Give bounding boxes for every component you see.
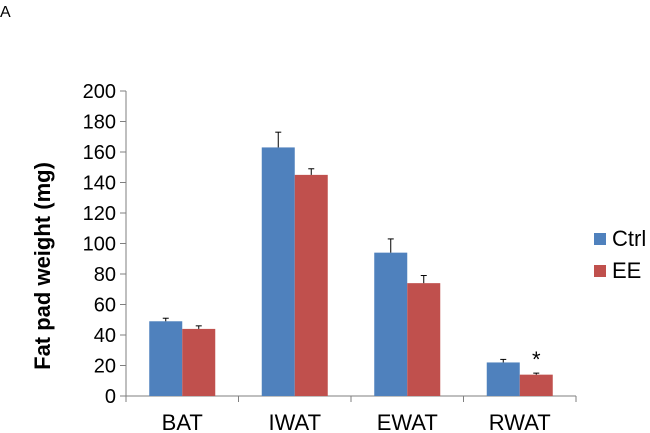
y-tick-label: 60 — [94, 295, 116, 317]
panel-label: A — [0, 4, 11, 21]
legend-label-ee: EE — [612, 258, 641, 283]
x-tick-label: BAT — [162, 410, 203, 433]
legend-swatch-ctrl — [594, 233, 606, 245]
bar-ctrl-ewat — [374, 252, 408, 396]
bar-ee-ewat — [407, 283, 441, 396]
chart-marks: 0 20 40 60 80 100 120 140 160 180 200 BAT IWAT EWAT RW… — [83, 81, 647, 433]
bar-ee-rwat — [519, 374, 553, 396]
legend-label-ctrl: Ctrl — [612, 226, 646, 251]
y-tick-label: 160 — [83, 142, 116, 164]
y-tick-label: 100 — [83, 234, 116, 256]
y-tick-label: 200 — [83, 81, 116, 103]
bar-ee-bat — [182, 328, 216, 396]
y-axis-label: Fat pad weight (mg) — [30, 162, 55, 370]
y-tick-label: 40 — [94, 325, 116, 347]
legend-swatch-ee — [594, 265, 606, 277]
x-tick-label: IWAT — [268, 410, 321, 433]
y-tick-label: 180 — [83, 112, 116, 134]
y-tick-label: 140 — [83, 173, 116, 195]
x-tick-label: RWAT — [489, 410, 551, 433]
bar-ctrl-rwat — [486, 362, 520, 396]
bar-ctrl-iwat — [261, 147, 295, 396]
y-tick-label: 20 — [94, 356, 116, 378]
y-tick-label: 80 — [94, 264, 116, 286]
bar-ctrl-bat — [149, 321, 183, 396]
y-tick-label: 120 — [83, 203, 116, 225]
significance-marker: * — [532, 347, 541, 372]
y-tick-label: 0 — [105, 386, 116, 408]
bar-ee-iwat — [294, 174, 328, 396]
x-tick-label: EWAT — [377, 410, 438, 433]
